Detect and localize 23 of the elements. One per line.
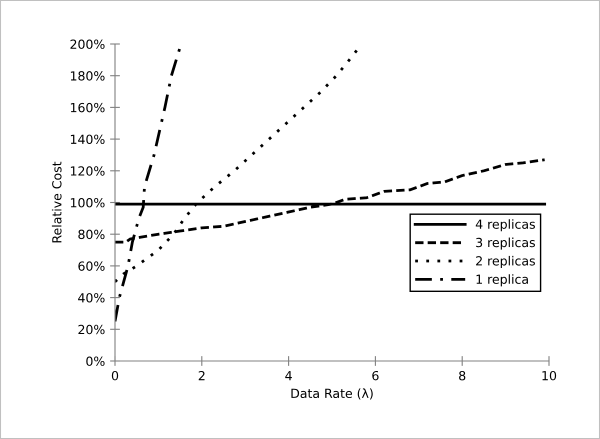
y-tick-label: 200% — [70, 39, 105, 49]
y-tick-label: 180% — [70, 71, 105, 81]
legend-label: 1 replica — [476, 274, 528, 286]
x-tick-label: 6 — [372, 370, 379, 380]
y-tick-label: 140% — [70, 134, 105, 144]
y-tick-label: 40% — [78, 293, 105, 303]
x-tick-label: 2 — [198, 370, 205, 380]
y-tick-label: 80% — [78, 230, 105, 240]
x-tick-label: 4 — [285, 371, 292, 380]
y-tick-label: 160% — [70, 102, 105, 112]
x-tick-label: 8 — [459, 370, 466, 380]
y-tick-label: 120% — [70, 166, 105, 176]
x-tick-label: 10 — [542, 370, 556, 380]
legend-label: 3 replicas — [476, 238, 535, 250]
x-axis-title: Data Rate (λ) — [291, 388, 373, 400]
y-axis-title: Relative Cost — [52, 162, 62, 242]
y-tick-label: 20% — [78, 324, 105, 334]
y-tick-label: 100% — [70, 198, 105, 208]
y-tick-label: 60% — [78, 261, 105, 271]
y-tick-label: 0% — [86, 356, 105, 366]
legend-label: 2 replicas — [476, 256, 535, 268]
x-tick-label: 0 — [112, 370, 118, 380]
legend-label: 4 replicas — [476, 219, 535, 232]
